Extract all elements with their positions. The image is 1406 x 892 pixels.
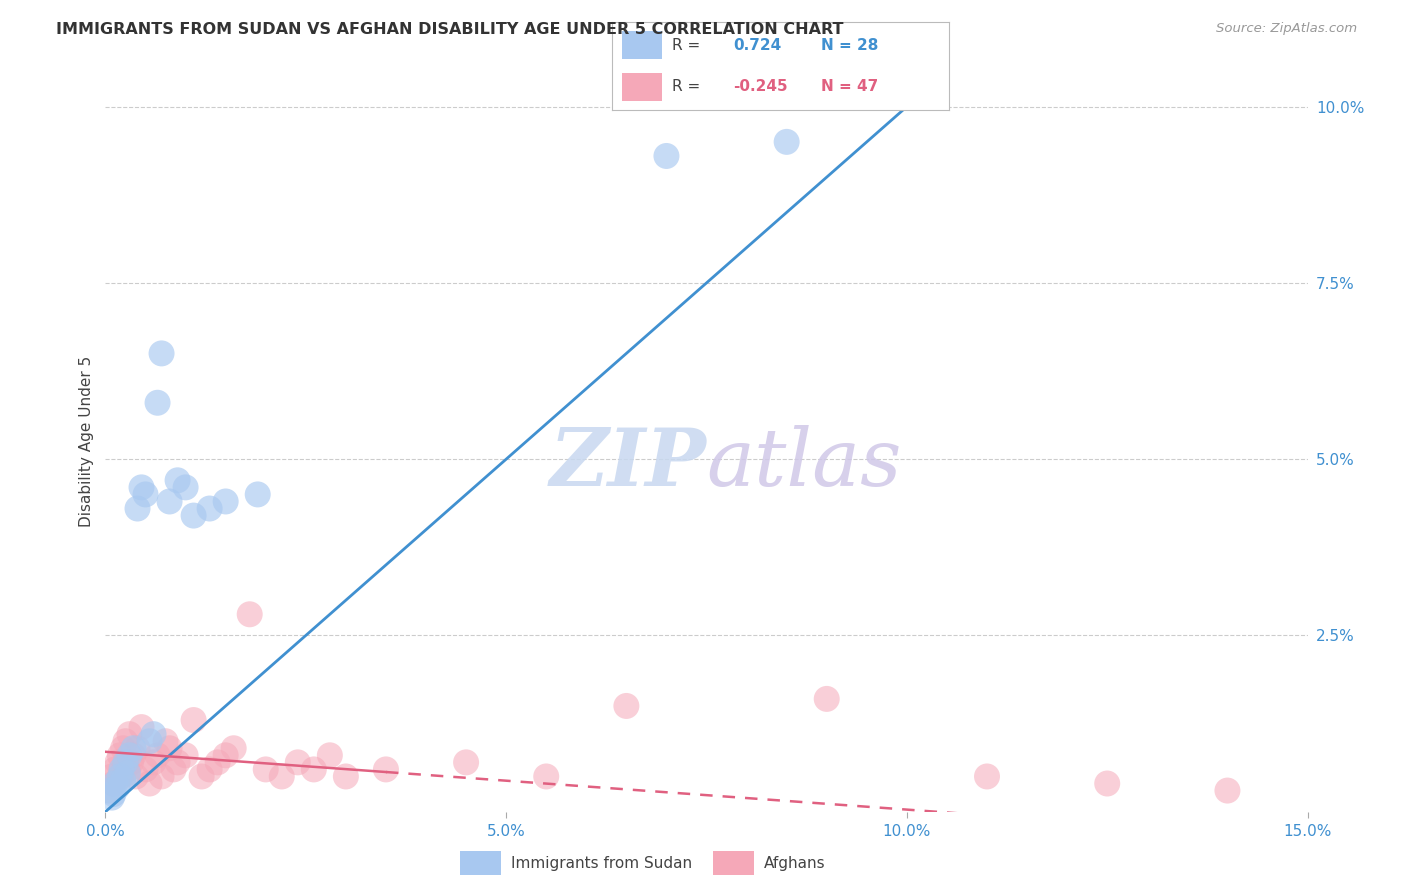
Point [214,748,236,763]
Text: Afghans: Afghans [763,855,825,871]
Bar [713,851,754,875]
Point [107,780,129,794]
Point [222,741,245,756]
Point [162,763,184,777]
Point [183,508,205,523]
Point [655,149,678,163]
Point [142,756,165,770]
Text: Immigrants from Sudan: Immigrants from Sudan [510,855,692,871]
Point [127,501,149,516]
Point [98,783,121,797]
Point [101,790,124,805]
Point [335,769,357,783]
Point [103,787,125,801]
Point [101,769,124,783]
Point [166,473,188,487]
Bar [621,73,662,101]
Point [155,734,177,748]
Point [270,769,292,783]
Point [114,756,136,770]
Point [302,763,325,777]
Point [150,769,173,783]
Point [183,713,205,727]
Point [118,748,141,763]
Point [135,763,157,777]
Point [131,480,153,494]
Point [198,763,221,777]
Point [1216,783,1239,797]
Point [122,741,145,756]
Point [125,769,148,783]
Point [120,756,142,770]
Point [131,720,153,734]
Point [190,769,212,783]
Point [207,756,229,770]
Point [166,756,188,770]
Point [534,769,557,783]
Point [174,748,197,763]
Point [214,494,236,508]
Point [198,501,221,516]
Point [456,756,478,770]
Point [150,346,173,360]
Point [117,766,139,780]
Point [118,727,141,741]
Y-axis label: Disability Age Under 5: Disability Age Under 5 [79,356,94,527]
Point [374,763,398,777]
Point [138,776,160,790]
Point [254,763,277,777]
Bar [621,31,662,59]
Point [122,748,145,763]
Point [138,734,160,748]
Point [110,769,132,783]
Point [110,763,132,777]
Point [287,756,309,770]
Point [108,769,131,783]
Point [127,741,149,756]
Point [117,763,139,777]
Point [159,494,181,508]
Point [319,748,342,763]
Text: atlas: atlas [707,425,901,502]
Point [776,135,799,149]
Point [815,692,838,706]
Point [146,396,169,410]
Point [1097,776,1119,790]
Point [112,772,135,787]
Point [104,763,127,777]
Point [976,769,998,783]
Text: -0.245: -0.245 [733,79,787,95]
Point [159,741,181,756]
Point [135,487,157,501]
Point [142,727,165,741]
Text: N = 28: N = 28 [821,37,879,53]
Point [246,487,269,501]
Point [98,783,121,797]
Point [107,756,129,770]
Text: ZIP: ZIP [550,425,707,502]
Point [103,776,125,790]
Point [104,776,127,790]
Point [108,748,131,763]
Point [174,480,197,494]
Point [146,748,169,763]
Point [114,734,136,748]
Text: N = 47: N = 47 [821,79,879,95]
Bar [460,851,501,875]
Point [112,741,135,756]
Text: 0.724: 0.724 [733,37,782,53]
Point [239,607,262,622]
Text: Source: ZipAtlas.com: Source: ZipAtlas.com [1216,22,1357,36]
Text: IMMIGRANTS FROM SUDAN VS AFGHAN DISABILITY AGE UNDER 5 CORRELATION CHART: IMMIGRANTS FROM SUDAN VS AFGHAN DISABILI… [56,22,844,37]
Point [616,698,638,713]
Text: R =: R = [672,37,700,53]
Text: R =: R = [672,79,700,95]
